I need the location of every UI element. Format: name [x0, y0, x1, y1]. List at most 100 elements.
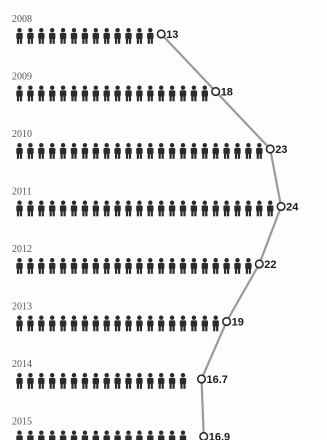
person-icon	[27, 28, 34, 44]
person-icon	[92, 258, 99, 274]
row-2012: 2012 22	[12, 244, 277, 274]
value-marker-2012	[254, 259, 264, 269]
person-icon	[256, 200, 263, 217]
person-icon	[190, 85, 198, 102]
person-icon	[147, 373, 154, 389]
person-icon	[70, 430, 78, 440]
person-icon	[201, 143, 208, 159]
person-icon	[81, 28, 89, 44]
year-label-2014: 2014	[12, 359, 32, 370]
value-marker-2008	[156, 29, 166, 39]
person-icon	[125, 258, 132, 274]
person-icon	[190, 200, 198, 217]
person-icon	[125, 373, 132, 389]
person-icon	[16, 430, 23, 440]
person-icon	[49, 200, 56, 217]
person-icon	[114, 85, 121, 102]
person-icon	[70, 258, 78, 274]
pictograph-rows: 2008 13 2009 18 2010 23 2011 24 2012 22 2013 19 2014…	[12, 14, 299, 440]
person-icon	[92, 28, 99, 44]
person-icon	[201, 315, 208, 332]
year-label-2008: 2008	[12, 14, 32, 25]
person-icon	[125, 85, 132, 102]
person-icon	[201, 200, 208, 217]
person-icon	[201, 258, 208, 274]
person-icon	[136, 85, 143, 102]
person-icon	[59, 28, 67, 44]
person-icon	[114, 373, 121, 389]
row-2015: 2015 16.9	[12, 417, 230, 440]
person-icon	[59, 143, 67, 159]
person-icon	[27, 430, 34, 440]
person-icon	[59, 315, 67, 332]
person-icon	[16, 315, 23, 332]
year-label-2010: 2010	[12, 129, 32, 140]
person-icon	[103, 28, 110, 44]
person-icon	[114, 430, 121, 440]
year-label-2011: 2011	[12, 187, 32, 198]
row-2010: 2010 23	[12, 129, 287, 159]
person-icon	[234, 200, 241, 217]
person-icon	[179, 373, 187, 389]
value-marker-2011	[276, 201, 286, 212]
value-label-2010: 23	[275, 144, 287, 156]
person-icon	[49, 315, 56, 332]
person-icon	[179, 258, 187, 274]
year-label-2015: 2015	[12, 417, 32, 428]
person-icon	[212, 258, 219, 274]
value-marker-2010	[265, 144, 275, 154]
person-icon	[70, 373, 78, 389]
row-2011: 2011 24	[12, 187, 299, 217]
person-icon	[168, 258, 176, 274]
person-icon	[103, 430, 110, 440]
person-icon	[125, 430, 132, 440]
person-icon	[179, 200, 187, 217]
person-icon	[223, 200, 230, 217]
person-icon	[147, 315, 154, 332]
person-icon	[27, 143, 34, 159]
person-icon	[223, 258, 230, 274]
person-icon	[27, 315, 34, 332]
person-icon	[190, 143, 198, 159]
person-icon	[49, 430, 56, 440]
person-icon	[70, 315, 78, 332]
person-icon	[38, 315, 45, 332]
value-label-2009: 18	[221, 87, 233, 99]
person-icon	[114, 200, 121, 217]
trend-line	[160, 33, 283, 437]
person-icon	[114, 258, 121, 274]
person-icon	[136, 200, 143, 217]
person-icon	[179, 143, 187, 159]
person-icon	[38, 258, 45, 274]
person-icon	[158, 258, 165, 274]
row-2013: 2013 19	[12, 302, 244, 332]
person-icon	[245, 200, 252, 217]
value-marker-2013	[222, 316, 232, 327]
person-icon	[92, 430, 99, 440]
value-marker-2015	[199, 431, 209, 440]
person-icon	[92, 373, 99, 389]
person-icon	[92, 315, 99, 332]
person-icon	[81, 258, 89, 274]
person-icon	[49, 373, 56, 389]
value-label-2014: 16.7	[207, 374, 228, 386]
person-icon	[16, 28, 23, 44]
person-icon	[103, 258, 110, 274]
person-icon	[147, 28, 154, 44]
person-icon	[136, 143, 143, 159]
person-icon	[16, 200, 23, 217]
person-icon	[70, 143, 78, 159]
person-icon	[147, 430, 154, 440]
person-icon	[59, 373, 67, 389]
person-icon	[70, 28, 78, 44]
person-icon	[190, 258, 198, 274]
person-icon	[59, 200, 67, 217]
person-icon	[147, 85, 154, 102]
person-icon	[16, 143, 23, 159]
person-icon	[59, 85, 67, 102]
person-icon	[103, 373, 110, 389]
person-icon	[16, 373, 23, 389]
row-2008: 2008 13	[12, 14, 178, 44]
value-marker-2014	[196, 374, 207, 384]
